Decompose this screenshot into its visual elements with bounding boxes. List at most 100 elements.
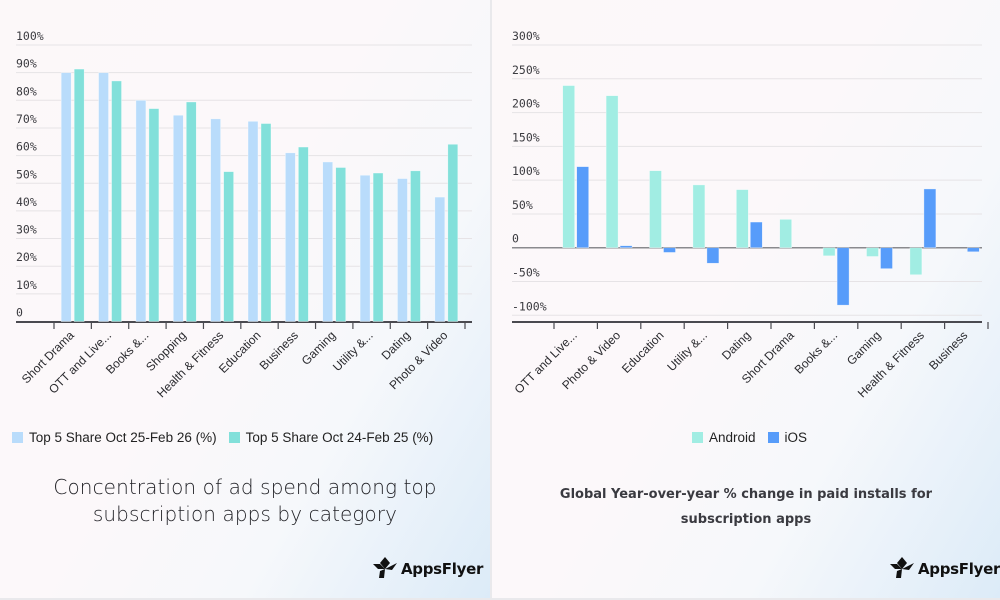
x-category-label: Utility &... [664, 328, 710, 374]
bar-top-5-share-oct-24-feb-25--10[interactable] [447, 143, 459, 322]
y-tick-label: 70% [16, 112, 37, 126]
bar-ios-8[interactable] [923, 188, 937, 249]
legend-swatch [228, 432, 240, 443]
bar-android-1[interactable] [605, 95, 619, 249]
bar-top-5-share-oct-24-feb-25--9[interactable] [410, 170, 421, 322]
appsflyer-logo: AppsFlyer [889, 556, 1000, 582]
chart-caption-left: Concentration of ad spend among top subs… [0, 474, 490, 528]
x-category-label: Books &... [792, 328, 841, 377]
y-tick-label: 50% [512, 198, 533, 212]
bar-android-4[interactable] [736, 189, 749, 249]
bar-android-6[interactable] [822, 247, 836, 257]
bar-top-5-share-oct-24-feb-25--2[interactable] [148, 108, 160, 322]
y-tick-label: 200% [512, 97, 540, 111]
bar-android-8[interactable] [909, 247, 923, 276]
caption-line-2: subscription apps [680, 512, 812, 527]
appsflyer-logo: AppsFlyer [372, 556, 483, 582]
yoy-paid-installs-chart: -100%-50%050%100%150%200%250%300%OTT and… [512, 29, 989, 400]
caption-line-1: Concentration of ad spend among top [53, 475, 437, 499]
bar-top-5-share-oct-24-feb-25--7[interactable] [335, 167, 347, 322]
bar-top-5-share-oct-25-feb-26--0[interactable] [60, 72, 72, 322]
bar-top-5-share-oct-24-feb-25--0[interactable] [73, 68, 85, 322]
bar-top-5-share-oct-25-feb-26--2[interactable] [135, 100, 147, 322]
bar-ios-6[interactable] [836, 247, 850, 306]
legend-swatch [12, 432, 23, 443]
bar-top-5-share-oct-24-feb-25--4[interactable] [223, 171, 234, 322]
appsflyer-logo-icon [890, 557, 914, 578]
y-tick-label: 40% [16, 195, 37, 209]
bar-ios-0[interactable] [576, 166, 589, 249]
caption-line-1: Global Year-over-year % change in paid i… [559, 487, 933, 502]
legend-item[interactable]: Top 5 Share Oct 24-Feb 25 (%) [228, 430, 434, 445]
appsflyer-logo-icon [373, 557, 397, 578]
caption-line-2: subscription apps by category [92, 502, 398, 526]
left-chart-panel: 0 10% 20% 30% 40% 50% 60% 70% 80% 90% 100% Short Dr… [0, 0, 490, 598]
bar-android-3[interactable] [692, 184, 706, 249]
ad-spend-concentration-chart: 010%20%30%40%50%60%70%80%90%100%Short Dr… [16, 29, 472, 400]
y-tick-label: 150% [512, 130, 540, 144]
y-tick-label: 250% [512, 63, 540, 77]
x-category-label: Business [926, 328, 970, 372]
bar-top-5-share-oct-25-feb-26--9[interactable] [397, 178, 408, 322]
legend-label: Top 5 Share Oct 25-Feb 26 (%) [29, 430, 217, 445]
x-category-label: Utility &... [330, 328, 376, 374]
bar-top-5-share-oct-24-feb-25--5[interactable] [260, 123, 272, 322]
bar-top-5-share-oct-25-feb-26--5[interactable] [247, 121, 259, 322]
x-category-label: Dating [379, 328, 413, 362]
x-category-label: Education [619, 328, 667, 376]
y-tick-label: 100% [512, 164, 540, 178]
bar-top-5-share-oct-25-feb-26--8[interactable] [359, 174, 371, 322]
bar-ios-4[interactable] [749, 221, 763, 249]
legend-item[interactable]: iOS [767, 430, 808, 445]
bar-top-5-share-oct-25-feb-26--10[interactable] [434, 196, 446, 322]
y-tick-label: 90% [16, 57, 37, 71]
y-tick-label: 300% [512, 29, 540, 43]
legend-item[interactable]: Android [692, 430, 756, 445]
legend-swatch [692, 432, 703, 443]
bar-android-0[interactable] [562, 85, 575, 249]
bar-ios-1[interactable] [619, 245, 633, 249]
x-category-label: Health & Fitness [154, 328, 226, 400]
bar-top-5-share-oct-25-feb-26--3[interactable] [172, 114, 184, 322]
legend-label: Android [709, 430, 756, 445]
right-chart-panel: -100% -50% 0 50% 100% 150% 200% 250% 300% OTT and… [492, 0, 1000, 598]
bar-top-5-share-oct-25-feb-26--7[interactable] [322, 161, 334, 322]
y-tick-label: 80% [16, 84, 37, 98]
bar-ios-7[interactable] [880, 247, 893, 269]
y-tick-label: 50% [16, 167, 37, 181]
x-category-label: Dating [719, 328, 753, 362]
legend-label: iOS [784, 430, 808, 445]
bar-ios-3[interactable] [706, 247, 720, 264]
bar-ios-2[interactable] [663, 247, 676, 253]
bar-top-5-share-oct-25-feb-26--1[interactable] [98, 72, 109, 322]
bar-top-5-share-oct-24-feb-25--6[interactable] [298, 146, 309, 322]
appsflyer-logo-text: AppsFlyer [918, 560, 1000, 578]
bar-top-5-share-oct-24-feb-25--1[interactable] [111, 80, 122, 322]
y-tick-label: -50% [512, 266, 540, 280]
y-tick-label: 100% [16, 29, 44, 43]
legend-item[interactable]: Top 5 Share Oct 25-Feb 26 (%) [12, 430, 217, 445]
chart-legend-right: Android iOS [692, 430, 813, 445]
bar-top-5-share-oct-24-feb-25--8[interactable] [372, 172, 384, 322]
y-tick-label: 10% [16, 278, 37, 292]
bar-android-7[interactable] [866, 247, 879, 257]
chart-legend-left: Top 5 Share Oct 25-Feb 26 (%) Top 5 Share… [12, 430, 439, 445]
bar-top-5-share-oct-25-feb-26--4[interactable] [210, 118, 221, 322]
y-tick-label: 0 [16, 306, 23, 320]
y-tick-label: 0 [512, 232, 519, 246]
bar-android-5[interactable] [779, 219, 793, 249]
chart-caption-right: Global Year-over-year % change in paid i… [492, 482, 1000, 532]
y-tick-label: 30% [16, 223, 37, 237]
x-category-label: Business [257, 328, 301, 372]
y-tick-label: 60% [16, 140, 37, 154]
x-category-label: Gaming [844, 328, 884, 368]
bar-top-5-share-oct-24-feb-25--3[interactable] [185, 101, 197, 322]
bar-top-5-share-oct-25-feb-26--6[interactable] [285, 152, 296, 322]
legend-swatch [767, 432, 779, 443]
appsflyer-logo-text: AppsFlyer [401, 560, 484, 578]
y-tick-label: -100% [512, 299, 547, 313]
y-tick-label: 20% [16, 250, 37, 264]
bar-android-2[interactable] [649, 170, 662, 249]
bar-ios-9[interactable] [966, 247, 980, 253]
legend-label: Top 5 Share Oct 24-Feb 25 (%) [245, 430, 434, 445]
